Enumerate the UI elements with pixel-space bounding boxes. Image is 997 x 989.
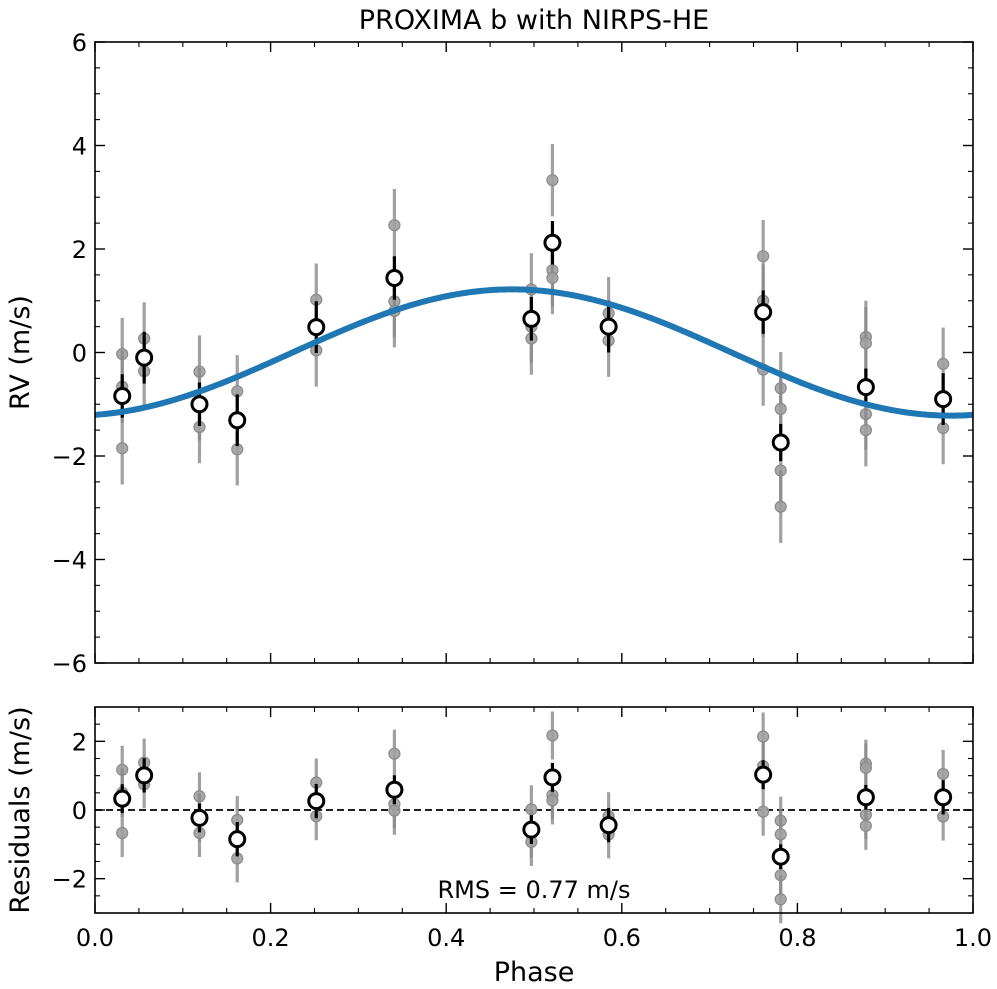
rv-panel-frame — [94, 41, 974, 664]
raw-point — [774, 893, 787, 906]
chart-title: PROXIMA b with NIRPS-HE — [359, 5, 709, 36]
keplerian-model-curve — [94, 286, 974, 419]
binned-point — [307, 318, 326, 337]
x-tick-label: 0.2 — [252, 924, 290, 952]
binned-point — [228, 411, 247, 430]
binned-point — [307, 792, 326, 811]
y-tick-label: 2 — [72, 236, 87, 264]
binned-point — [228, 830, 247, 849]
raw-point — [546, 271, 559, 285]
residuals-y-axis-label: Residuals (m/s) — [5, 706, 36, 913]
x-tick-label: 0.4 — [427, 924, 465, 952]
raw-point — [757, 730, 770, 743]
raw-point — [546, 729, 559, 742]
residuals-panel: −2 0 2 0.0 0.2 0.4 0.6 0.8 1.0 RMS = 0.77 m/s Re… — [5, 706, 992, 988]
binned-point — [934, 788, 953, 807]
y-tick-label: −2 — [52, 866, 87, 894]
raw-point — [546, 174, 559, 187]
binned-point — [522, 309, 541, 328]
raw-point — [937, 357, 950, 370]
rms-annotation: RMS = 0.77 m/s — [437, 876, 630, 904]
binned-point — [135, 348, 154, 367]
binned-point — [856, 788, 875, 807]
raw-point — [757, 805, 770, 818]
binned-point — [522, 820, 541, 839]
y-tick-label: 6 — [72, 29, 87, 57]
y-tick-label: 2 — [72, 728, 87, 756]
raw-point — [859, 761, 872, 774]
x-tick-label: 0.8 — [778, 924, 816, 952]
binned-point — [543, 768, 562, 787]
rv-panel: −6 −4 −2 0 2 4 6 PROXIMA b with NIRPS-HE RV (m… — [5, 5, 974, 678]
binned-point — [190, 808, 209, 827]
y-tick-label: 0 — [72, 797, 87, 825]
raw-point — [116, 826, 129, 840]
binned-point — [754, 765, 773, 784]
y-tick-label: −6 — [52, 650, 87, 678]
binned-point — [385, 780, 404, 799]
y-tick-label: 4 — [72, 133, 87, 161]
binned-point — [135, 766, 154, 785]
raw-point — [116, 442, 129, 455]
binned-point — [934, 390, 953, 409]
raw-point — [388, 219, 401, 232]
raw-point — [859, 819, 872, 832]
raw-point — [774, 828, 787, 841]
raw-point — [757, 250, 770, 263]
raw-point — [774, 500, 787, 513]
binned-point — [771, 847, 790, 866]
binned-point — [754, 303, 773, 322]
x-tick-label: 1.0 — [954, 924, 992, 952]
binned-point — [599, 816, 618, 835]
binned-point — [190, 395, 209, 414]
raw-point — [859, 424, 872, 437]
binned-point — [599, 317, 618, 336]
binned-point — [113, 789, 132, 808]
binned-point — [771, 433, 790, 452]
y-tick-label: −4 — [52, 547, 87, 575]
raw-point — [937, 767, 950, 781]
binned-point — [385, 268, 404, 287]
binned-point — [543, 233, 562, 252]
rv-y-axis-label: RV (m/s) — [5, 295, 36, 410]
raw-point — [859, 337, 872, 350]
x-tick-label: 0.0 — [76, 924, 114, 952]
x-tick-label: 0.6 — [603, 924, 641, 952]
binned-point — [113, 386, 132, 405]
raw-point — [546, 794, 559, 807]
phase-x-axis-label: Phase — [494, 957, 575, 988]
raw-point — [388, 804, 401, 817]
y-tick-label: 0 — [72, 340, 87, 368]
raw-point — [774, 402, 787, 416]
raw-point — [388, 747, 401, 760]
y-tick-label: −2 — [52, 443, 87, 471]
binned-point — [856, 378, 875, 397]
